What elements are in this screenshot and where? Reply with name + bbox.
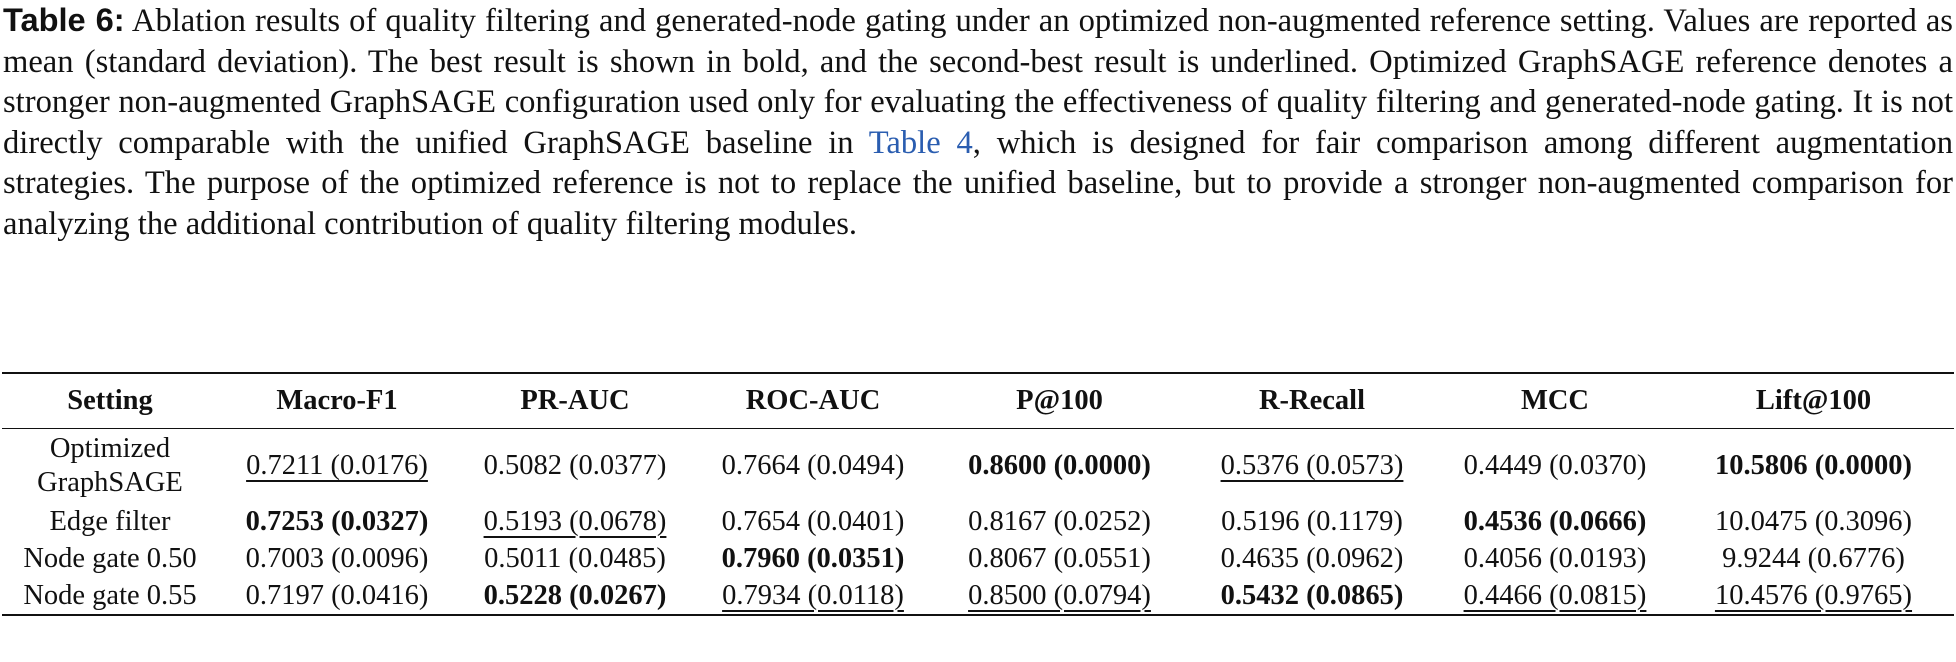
metric-value: 9.9244 (0.6776)	[1722, 542, 1905, 574]
metric-value: 0.7934 (0.0118)	[722, 579, 904, 611]
caption-label: Table 6:	[3, 1, 125, 38]
metric-cell: 0.8500 (0.0794)	[932, 577, 1187, 615]
metric-value: 0.5376 (0.0573)	[1220, 450, 1404, 481]
metric-value: 0.5432 (0.0865)	[1220, 579, 1404, 611]
metric-value: 0.5228 (0.0267)	[483, 579, 667, 611]
header-pr-auc: PR-AUC	[520, 385, 630, 416]
header-macro-f1: Macro-F1	[276, 385, 398, 416]
caption-text-part1: Ablation results of quality filtering an…	[3, 3, 1953, 161]
metric-value: 0.7197 (0.0416)	[245, 579, 429, 611]
table-row: Node gate 0.55 0.7197 (0.0416) 0.5228 (0.0…	[2, 577, 1954, 615]
metric-cell: 0.5196 (0.1179)	[1187, 503, 1437, 540]
metric-cell: 0.5082 (0.0377)	[456, 429, 694, 503]
header-p-at-100: P@100	[1016, 385, 1103, 416]
metric-value: 0.4449 (0.0370)	[1463, 450, 1647, 481]
table-header-row: Setting Macro-F1 PR-AUC ROC-AUC P@100 R-…	[2, 374, 1954, 429]
header-r-recall: R-Recall	[1258, 385, 1366, 416]
metric-cell: 0.8600 (0.0000)	[932, 429, 1187, 503]
metric-cell: 10.5806 (0.0000)	[1673, 429, 1954, 503]
metric-value: 0.7003 (0.0096)	[245, 542, 429, 574]
table-caption: Table 6: Ablation results of quality fil…	[3, 0, 1953, 244]
metric-cell: 0.4056 (0.0193)	[1437, 540, 1673, 577]
metric-cell: 0.4449 (0.0370)	[1437, 429, 1673, 503]
metric-cell: 0.7197 (0.0416)	[218, 577, 456, 615]
metric-value: 0.7664 (0.0494)	[721, 450, 905, 481]
table-row: Edge filter 0.7253 (0.0327) 0.5193 (0.0678…	[2, 503, 1954, 540]
metric-value: 0.7253 (0.0327)	[245, 505, 429, 537]
metric-value: 0.5082 (0.0377)	[483, 450, 667, 481]
metric-value: 0.8500 (0.0794)	[968, 579, 1151, 611]
metric-cell: 0.5193 (0.0678)	[456, 503, 694, 540]
metric-value: 0.4466 (0.0815)	[1463, 579, 1647, 611]
setting-cell: Node gate 0.55	[2, 577, 218, 615]
metric-cell: 0.7211 (0.0176)	[218, 429, 456, 503]
metric-value: 10.5806 (0.0000)	[1714, 450, 1913, 481]
header-setting: Setting	[67, 385, 153, 416]
setting-cell: Node gate 0.50	[2, 540, 218, 577]
metric-cell: 0.4466 (0.0815)	[1437, 577, 1673, 615]
metric-value: 0.7211 (0.0176)	[246, 450, 428, 481]
metric-cell: 10.4576 (0.9765)	[1673, 577, 1954, 615]
setting-label: Node gate 0.55	[23, 579, 197, 611]
setting-label-line: Optimized	[49, 433, 171, 464]
metric-cell: 0.7654 (0.0401)	[694, 503, 932, 540]
header-mcc: MCC	[1520, 385, 1590, 416]
metric-value: 10.0475 (0.3096)	[1714, 505, 1913, 537]
metric-value: 10.4576 (0.9765)	[1714, 579, 1913, 611]
table-4-link[interactable]: Table 4	[868, 124, 973, 161]
metric-cell: 0.7253 (0.0327)	[218, 503, 456, 540]
metric-value: 0.8167 (0.0252)	[968, 505, 1151, 537]
setting-label: Node gate 0.50	[23, 542, 197, 574]
header-lift-at-100: Lift@100	[1755, 385, 1872, 416]
metric-cell: 0.4635 (0.0962)	[1187, 540, 1437, 577]
setting-label: Edge filter	[49, 505, 171, 537]
metric-value: 0.5011 (0.0485)	[484, 542, 666, 574]
metric-cell: 0.8167 (0.0252)	[932, 503, 1187, 540]
metric-cell: 10.0475 (0.3096)	[1673, 503, 1954, 540]
metric-value: 0.5193 (0.0678)	[483, 505, 667, 537]
table-row: Optimized GraphSAGE 0.7211 (0.0176) 0.5082 …	[2, 429, 1954, 503]
setting-cell: Optimized GraphSAGE	[2, 429, 218, 503]
metric-cell: 9.9244 (0.6776)	[1673, 540, 1954, 577]
metric-cell: 0.7664 (0.0494)	[694, 429, 932, 503]
table-row: Node gate 0.50 0.7003 (0.0096) 0.5011 (0.0…	[2, 540, 1954, 577]
metric-cell: 0.5376 (0.0573)	[1187, 429, 1437, 503]
ablation-results-table: Setting Macro-F1 PR-AUC ROC-AUC P@100 R-…	[2, 372, 1954, 617]
metric-cell: 0.5432 (0.0865)	[1187, 577, 1437, 615]
metric-value: 0.7960 (0.0351)	[721, 542, 905, 574]
metric-value: 0.4635 (0.0962)	[1220, 542, 1404, 574]
metric-value: 0.5196 (0.1179)	[1221, 505, 1403, 537]
metric-value: 0.7654 (0.0401)	[721, 505, 905, 537]
caption-text-part2: , which is designed for fair comparison …	[3, 124, 1953, 242]
metric-cell: 0.7960 (0.0351)	[694, 540, 932, 577]
metric-cell: 0.7003 (0.0096)	[218, 540, 456, 577]
metric-value: 0.8600 (0.0000)	[968, 450, 1151, 481]
metric-value: 0.8067 (0.0551)	[968, 542, 1151, 574]
metric-value: 0.4056 (0.0193)	[1463, 542, 1647, 574]
setting-cell: Edge filter	[2, 503, 218, 540]
metric-cell: 0.5228 (0.0267)	[456, 577, 694, 615]
metric-cell: 0.5011 (0.0485)	[456, 540, 694, 577]
metric-cell: 0.4536 (0.0666)	[1437, 503, 1673, 540]
header-roc-auc: ROC-AUC	[745, 385, 881, 416]
metric-cell: 0.7934 (0.0118)	[694, 577, 932, 615]
setting-label-line: GraphSAGE	[37, 467, 183, 498]
metric-value: 0.4536 (0.0666)	[1463, 505, 1647, 537]
metric-cell: 0.8067 (0.0551)	[932, 540, 1187, 577]
